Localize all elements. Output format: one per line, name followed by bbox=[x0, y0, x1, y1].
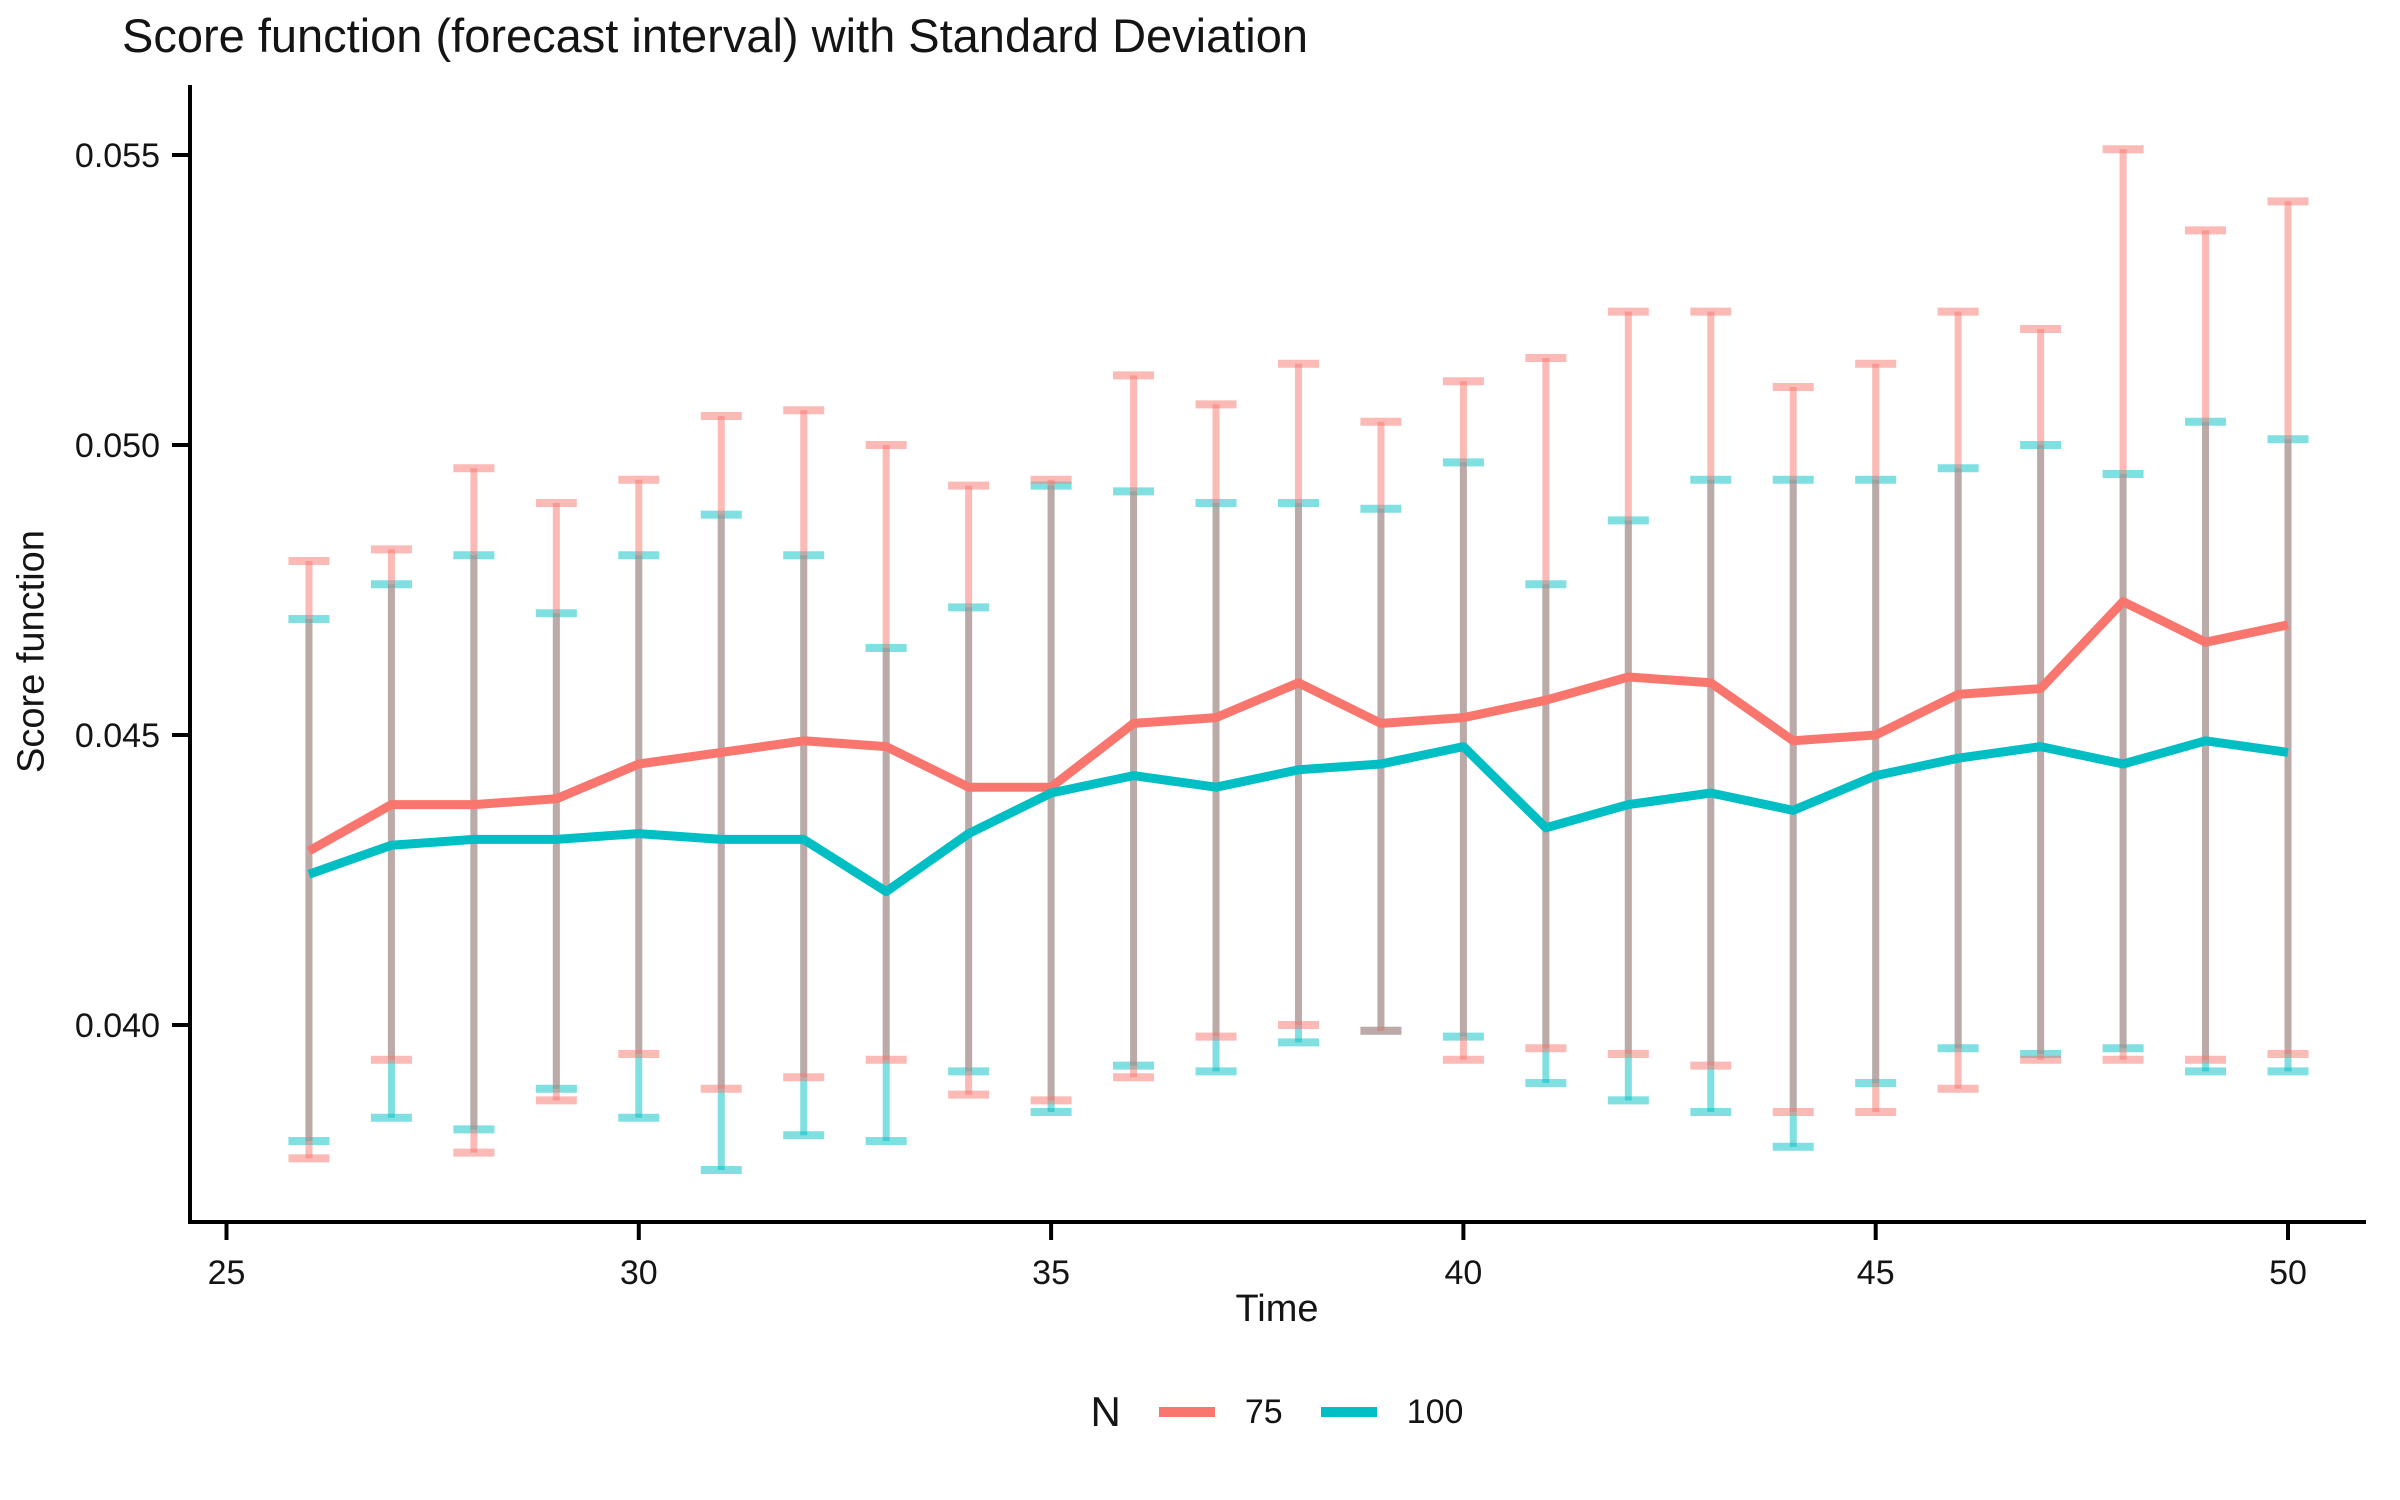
legend-item-100: 100 bbox=[1320, 1392, 1464, 1432]
x-tick-label: 40 bbox=[1444, 1254, 1482, 1292]
x-tick-label: 35 bbox=[1032, 1254, 1070, 1292]
series-line-100 bbox=[307, 736, 2289, 897]
legend-item-75: 75 bbox=[1158, 1392, 1283, 1432]
y-tick-label: 0.045 bbox=[75, 717, 160, 755]
x-tick-label: 50 bbox=[2269, 1254, 2307, 1292]
x-axis-title: Time bbox=[1235, 1288, 1319, 1330]
error-bars-75 bbox=[288, 145, 2309, 1163]
y-tick-label: 0.050 bbox=[75, 427, 160, 465]
legend-swatch-75 bbox=[1158, 1407, 1215, 1417]
legend-label-100: 100 bbox=[1406, 1392, 1464, 1431]
legend-title: N bbox=[1090, 1388, 1121, 1435]
x-tick-label: 30 bbox=[620, 1254, 658, 1292]
legend-swatch-100 bbox=[1320, 1407, 1377, 1417]
tick-labels: 0.055 0.050 0.045 0.040 25 30 35 40 45 50 bbox=[75, 137, 2307, 1292]
x-tick-label: 25 bbox=[208, 1254, 246, 1292]
y-tick-label: 0.040 bbox=[75, 1007, 160, 1045]
legend-label-75: 75 bbox=[1244, 1392, 1283, 1431]
axes bbox=[172, 85, 2366, 1240]
y-tick-label: 0.055 bbox=[75, 137, 160, 175]
legend: N 75 100 bbox=[0, 1388, 2400, 1436]
series-line-75 bbox=[306, 597, 2289, 855]
x-tick-label: 45 bbox=[1857, 1254, 1895, 1292]
chart-title: Score function (forecast interval) with … bbox=[122, 9, 1309, 62]
